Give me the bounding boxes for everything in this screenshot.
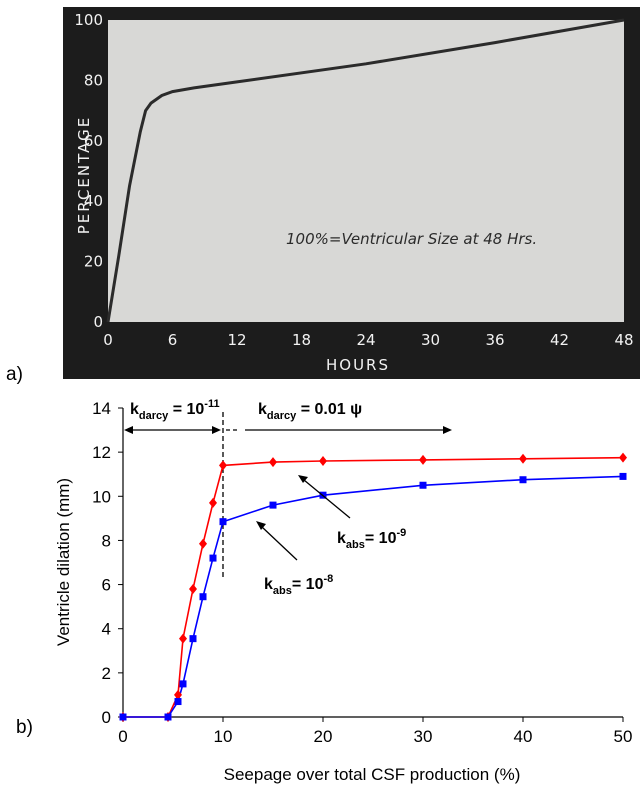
arrowhead-left	[124, 426, 133, 434]
panel-a-y-tick-label: 60	[84, 132, 103, 150]
panel-b-x-tick-label: 30	[414, 727, 433, 746]
data-point-square	[174, 698, 182, 706]
panel-a-x-tick-label: 24	[356, 331, 375, 349]
panel-a-x-tick-label: 6	[168, 331, 178, 349]
panel-b-x-tick-label: 50	[614, 727, 633, 746]
panel-b-axes	[122, 408, 623, 718]
panel-a-x-tick-label: 0	[103, 331, 113, 349]
series-blue-line	[123, 475, 624, 718]
panel-b-y-tick-label: 4	[102, 620, 111, 639]
data-point-diamond	[209, 497, 217, 508]
data-point-square	[189, 635, 197, 643]
panel-a-annotation: 100%=Ventricular Size at 48 Hrs.	[286, 230, 537, 248]
region-arrows	[124, 426, 452, 434]
panel-a-x-tick-label: 36	[485, 331, 504, 349]
series-blue-markers	[119, 472, 627, 721]
data-point-diamond	[269, 457, 277, 468]
callout-arrowhead-red	[298, 475, 308, 483]
data-point-square	[164, 713, 172, 721]
callout-arrow-red	[303, 479, 351, 519]
panel-b-label: b)	[16, 717, 33, 738]
panel-a-y-tick-label: 20	[84, 253, 103, 271]
arrowhead-right	[443, 426, 452, 434]
panel-b-y-tick-label: 10	[92, 487, 111, 506]
series-label-blue: kabs= 10-8	[264, 573, 333, 597]
data-point-diamond	[419, 454, 427, 465]
panel-b-y-axis-label: Ventricle dilation (mm)	[54, 478, 73, 646]
data-point-diamond	[174, 689, 182, 700]
panel-b-x-tick-label: 40	[514, 727, 533, 746]
data-point-diamond	[519, 453, 527, 464]
panel-b-ticks: 0 10 20 30 40 50 0 2 4 6 8 10 12 14	[92, 399, 632, 746]
panel-a: 0 6 12 18 24 30 36 42 48 0 20 40 60 80 100 100%=Ventri…	[63, 7, 640, 379]
panel-b: 0 10 20 30 40 50 0 2 4 6 8 10 12 14 kdarcy = 10-11 kd…	[54, 398, 632, 784]
panel-a-x-tick-label: 12	[227, 331, 246, 349]
series-red-markers	[119, 452, 627, 722]
panel-a-plot-area	[108, 20, 624, 322]
panel-a-x-tick-label: 48	[614, 331, 633, 349]
panel-b-x-tick-label: 20	[314, 727, 333, 746]
callout-arrow-blue	[261, 526, 298, 561]
panel-a-x-tick-label: 18	[292, 331, 311, 349]
panel-a-y-tick-label: 40	[84, 192, 103, 210]
data-point-square	[179, 680, 187, 688]
panel-b-x-tick-label: 0	[118, 727, 127, 746]
panel-b-x-axis-label: Seepage over total CSF production (%)	[224, 765, 521, 784]
data-point-square	[209, 554, 217, 562]
panel-a-y-axis-label: PERCENTAGE	[75, 116, 93, 234]
data-point-diamond	[199, 538, 207, 549]
arrowhead-left-inner	[212, 426, 221, 434]
data-point-diamond	[319, 455, 327, 466]
region-label-right: kdarcy = 0.01 ψ	[258, 401, 362, 422]
series-callouts	[256, 475, 351, 561]
panel-b-y-tick-label: 12	[92, 443, 111, 462]
data-point-diamond	[219, 460, 227, 471]
data-point-square	[419, 481, 427, 489]
data-point-diamond	[189, 583, 197, 594]
panel-a-x-tick-label: 30	[421, 331, 440, 349]
series-label-red: kabs= 10-9	[337, 527, 406, 551]
panel-b-y-tick-label: 8	[102, 531, 111, 550]
data-point-square	[119, 713, 127, 721]
panel-b-y-tick-label: 2	[102, 664, 111, 683]
panel-a-y-tick-label: 80	[84, 71, 103, 89]
data-point-diamond	[179, 633, 187, 644]
panel-a-y-tick-label: 0	[93, 313, 103, 331]
callout-arrowhead-blue	[256, 521, 266, 530]
panel-a-x-axis-label: HOURS	[326, 356, 390, 374]
data-point-square	[269, 501, 277, 509]
panel-a-curve	[106, 18, 625, 323]
panel-a-ticks: 0 6 12 18 24 30 36 42 48 0 20 40 60 80 100	[74, 11, 633, 349]
panel-b-y-tick-label: 0	[102, 708, 111, 727]
panel-a-label: a)	[6, 364, 23, 385]
region-label-left: kdarcy = 10-11	[130, 398, 220, 422]
data-point-diamond	[619, 452, 627, 463]
panel-a-x-tick-label: 42	[550, 331, 569, 349]
data-point-square	[199, 593, 207, 601]
panel-b-x-tick-label: 10	[214, 727, 233, 746]
panel-a-y-tick-label: 100	[74, 11, 103, 29]
data-point-square	[219, 518, 227, 526]
data-point-square	[619, 472, 627, 480]
panel-b-y-tick-label: 14	[92, 399, 111, 418]
panel-b-y-tick-label: 6	[102, 576, 111, 595]
series-red-line	[123, 456, 624, 718]
data-point-square	[519, 476, 527, 484]
